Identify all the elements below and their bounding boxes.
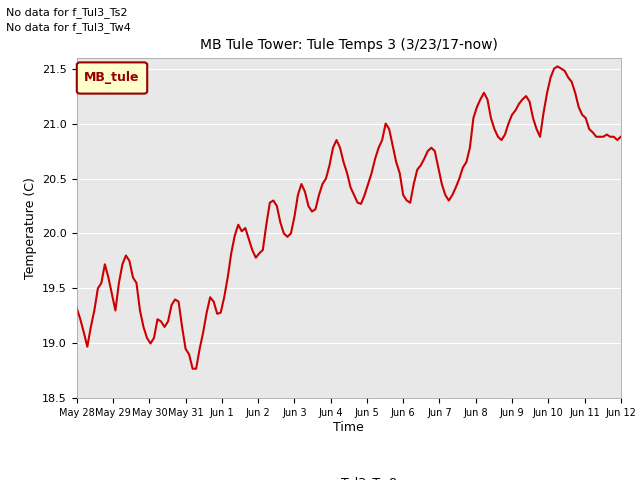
Text: No data for f_Tul3_Ts2: No data for f_Tul3_Ts2: [6, 7, 128, 18]
X-axis label: Time: Time: [333, 421, 364, 434]
Legend: Tul3_Ts-8: Tul3_Ts-8: [295, 471, 403, 480]
Text: MB_tule: MB_tule: [84, 72, 140, 84]
Y-axis label: Temperature (C): Temperature (C): [24, 177, 36, 279]
Title: MB Tule Tower: Tule Temps 3 (3/23/17-now): MB Tule Tower: Tule Temps 3 (3/23/17-now…: [200, 38, 498, 52]
Text: No data for f_Tul3_Tw4: No data for f_Tul3_Tw4: [6, 22, 131, 33]
